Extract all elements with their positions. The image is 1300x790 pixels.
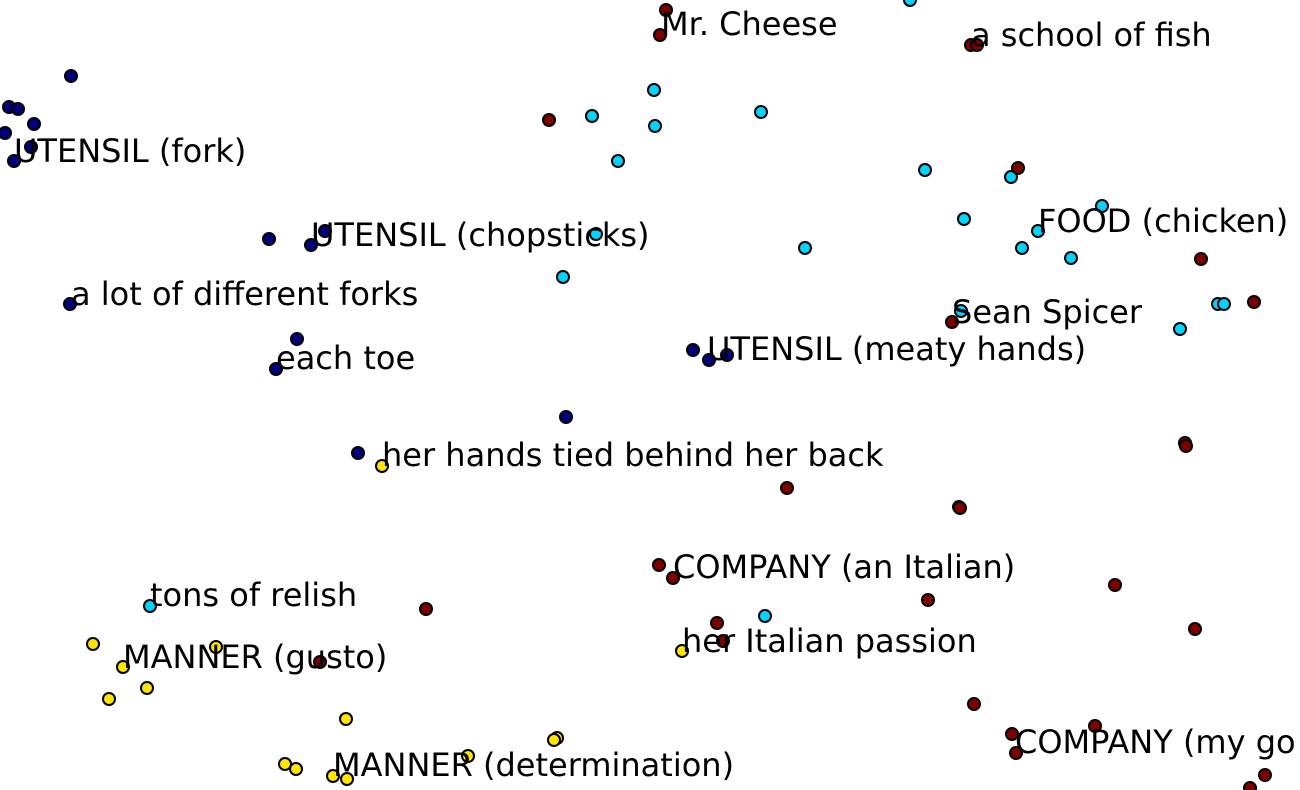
manner-point (340, 772, 354, 786)
food-point (648, 119, 662, 133)
points-layer (0, 0, 1272, 790)
manner-point (675, 644, 689, 658)
utensil-point (720, 348, 734, 362)
company-point (1258, 768, 1272, 782)
company-point (970, 38, 984, 52)
food-point (918, 163, 932, 177)
food-point (957, 212, 971, 226)
company-point (967, 697, 981, 711)
food-point (798, 241, 812, 255)
point-annotation: tons of relish (150, 576, 357, 614)
manner-point (102, 692, 116, 706)
point-annotation: UTENSIL (meaty hands) (707, 330, 1086, 368)
company-point (716, 634, 730, 648)
point-annotation: a school of fish (971, 16, 1212, 54)
food-point (954, 304, 968, 318)
company-point (953, 501, 967, 515)
manner-point (461, 749, 475, 763)
point-annotation: her Italian passion (682, 622, 977, 660)
company-point (652, 558, 666, 572)
utensil-point (27, 117, 41, 131)
food-point (758, 609, 772, 623)
manner-point (278, 757, 292, 771)
utensil-point (702, 353, 716, 367)
manner-point (547, 733, 561, 747)
utensil-point (559, 410, 573, 424)
company-point (1247, 295, 1261, 309)
utensil-point (290, 332, 304, 346)
food-point (585, 109, 599, 123)
utensil-point (351, 446, 365, 460)
company-point (1009, 746, 1023, 760)
manner-point (375, 459, 389, 473)
manner-point (116, 660, 130, 674)
utensil-point (11, 102, 25, 116)
labels-layer: Mr. Cheese a school of fish UTENSIL (fork)… (14, 5, 1296, 784)
manner-point (86, 637, 100, 651)
food-point (903, 0, 917, 7)
food-point (589, 227, 603, 241)
utensil-point (0, 126, 12, 140)
company-point (1179, 439, 1193, 453)
manner-point (326, 769, 340, 783)
utensil-point (686, 343, 700, 357)
point-annotation: UTENSIL (fork) (14, 132, 246, 170)
food-point (647, 83, 661, 97)
food-point (1031, 224, 1045, 238)
point-annotation: her hands tied behind her back (382, 436, 884, 474)
point-annotation: MANNER (determination) (333, 746, 734, 784)
company-point (1108, 578, 1122, 592)
utensil-point (7, 154, 21, 168)
company-point (419, 602, 433, 616)
manner-point (140, 681, 154, 695)
utensil-point (24, 140, 38, 154)
point-annotation: UTENSIL (chopsticks) (311, 216, 650, 254)
manner-point (289, 762, 303, 776)
company-point (1088, 719, 1102, 733)
company-point (1011, 161, 1025, 175)
food-point (1095, 199, 1109, 213)
food-point (143, 599, 157, 613)
point-annotation: a lot of different forks (71, 275, 418, 313)
company-point (659, 3, 673, 17)
utensil-point (269, 362, 283, 376)
point-annotation: each toe (276, 339, 415, 377)
manner-point (339, 712, 353, 726)
company-point (1188, 622, 1202, 636)
utensil-point (64, 69, 78, 83)
food-point (1015, 241, 1029, 255)
food-point (1217, 297, 1231, 311)
utensil-point (304, 238, 318, 252)
food-point (1064, 251, 1078, 265)
point-annotation: MANNER (gusto) (123, 638, 387, 676)
point-annotation: COMPANY (my go (1015, 723, 1296, 761)
food-point (1173, 322, 1187, 336)
point-annotation: Sean Spicer (952, 293, 1143, 331)
company-point (666, 571, 680, 585)
point-annotation: COMPANY (an Italian) (673, 548, 1015, 586)
food-point (754, 105, 768, 119)
company-point (653, 28, 667, 42)
food-point (556, 270, 570, 284)
company-point (945, 315, 959, 329)
manner-point (209, 640, 223, 654)
company-point (1194, 252, 1208, 266)
food-point (1004, 170, 1018, 184)
point-annotation: Mr. Cheese (661, 5, 838, 43)
company-point (780, 481, 794, 495)
point-annotation: FOOD (chicken) (1038, 202, 1288, 240)
utensil-point (63, 297, 77, 311)
company-point (313, 655, 327, 669)
company-point (542, 113, 556, 127)
food-point (611, 154, 625, 168)
company-point (1005, 727, 1019, 741)
company-point (921, 593, 935, 607)
company-point (710, 616, 724, 630)
utensil-point (262, 232, 276, 246)
utensil-point (318, 224, 332, 238)
company-point (1243, 781, 1257, 790)
